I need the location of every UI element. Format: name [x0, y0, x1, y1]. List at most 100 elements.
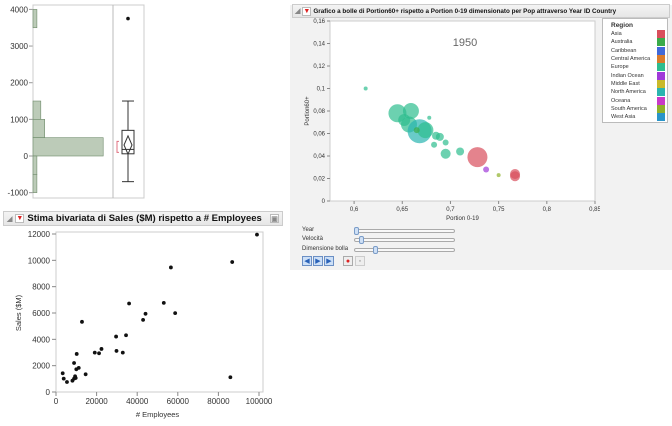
bubble-size-slider[interactable] [354, 246, 455, 254]
slider-thumb[interactable] [373, 246, 379, 254]
x-tick-label: 0 [54, 397, 59, 406]
y-tick-label: 2000 [10, 79, 28, 88]
legend-label: Australia [611, 39, 633, 46]
legend-item[interactable]: Middle East [611, 79, 667, 88]
legend-item[interactable]: West Asia [611, 113, 667, 122]
legend-swatch [657, 88, 665, 97]
histogram-bar [32, 9, 38, 29]
mean-diamond [123, 134, 133, 156]
data-point [230, 260, 235, 264]
legend-swatch [657, 96, 665, 105]
y-tick-label: 0,04 [313, 154, 325, 160]
legend-swatch [657, 63, 665, 72]
data-point [124, 333, 128, 338]
y-tick-label: 0 [322, 199, 326, 205]
step-forward-button[interactable]: ▶ [324, 256, 334, 266]
x-tick-label: 0,8 [543, 207, 552, 213]
collapse-triangle-icon[interactable]: ◢ [295, 8, 301, 15]
histogram-bar [32, 155, 38, 175]
legend-swatch [657, 55, 665, 64]
legend-label: Middle East [611, 80, 640, 87]
slider-thumb[interactable] [354, 227, 359, 235]
legend-label: Europe [611, 64, 629, 71]
y-tick-label: 3000 [10, 42, 28, 51]
step-back-button[interactable]: ◀ [302, 256, 312, 266]
y-tick-label: 4000 [10, 5, 28, 14]
y-tick-label: 0,12 [313, 64, 325, 70]
histogram-bar [32, 119, 45, 138]
bubble [427, 115, 432, 120]
data-point [97, 351, 101, 356]
slider-thumb[interactable] [358, 236, 364, 244]
data-point [60, 371, 65, 376]
bubble [431, 141, 438, 148]
x-tick-label: 20000 [85, 397, 108, 406]
year-display: 1950 [453, 37, 477, 49]
legend-label: Caribbean [611, 47, 637, 54]
data-point [65, 380, 69, 384]
legend-item[interactable]: Europe [611, 63, 667, 72]
legend-swatch [657, 30, 665, 39]
legend-item[interactable]: South America [611, 104, 667, 113]
data-point [141, 317, 145, 322]
y-axis-label: Portion60+ [305, 96, 311, 126]
legend-label: Asia [611, 31, 622, 38]
data-point [80, 319, 84, 324]
data-point [83, 372, 88, 377]
pin-icon[interactable]: ▣ [270, 214, 279, 223]
data-point [127, 301, 131, 306]
legend-item[interactable]: Central America [611, 55, 667, 64]
y-tick-label: -1000 [8, 189, 29, 198]
data-point [76, 366, 81, 370]
speed-label: Velocità [302, 236, 324, 242]
record-button[interactable]: ● [343, 256, 353, 266]
legend-item[interactable]: Australia [611, 38, 667, 47]
legend-swatch [657, 38, 665, 47]
y-tick-label: 0,14 [313, 42, 325, 48]
x-tick-label: 60000 [167, 397, 190, 406]
bivariate-chart: 0 20000 40000 60000 80000 100000 0 2000 4000 6000… [14, 230, 273, 419]
data-point [73, 376, 78, 380]
data-point [228, 375, 233, 380]
y-tick-label: 2000 [32, 362, 50, 371]
legend-item[interactable]: Indian Ocean [611, 71, 667, 80]
legend-swatch [657, 113, 665, 122]
red-triangle-menu-icon[interactable]: ▼ [302, 6, 312, 16]
bubble [496, 173, 501, 178]
bubble [440, 148, 451, 159]
data-point [92, 350, 97, 355]
legend-item[interactable]: Oceana [611, 96, 667, 105]
y-axis-label: Sales ($M) [14, 294, 23, 331]
box [121, 129, 135, 155]
speed-slider[interactable] [354, 236, 455, 244]
legend-swatch [657, 71, 665, 80]
x-tick-label: 0,65 [396, 207, 408, 213]
legend-item[interactable]: Asia [611, 30, 667, 39]
bubble [442, 139, 449, 146]
legend-label: Central America [611, 56, 651, 63]
legend-label: South America [611, 105, 647, 112]
legend-swatch [657, 104, 665, 113]
y-tick-label: 6000 [32, 309, 50, 318]
data-point [74, 352, 79, 356]
legend: Region Asia Australia Caribbean Central Ame… [602, 18, 668, 123]
bubble [456, 147, 465, 156]
red-triangle-menu-icon[interactable]: ▼ [15, 214, 25, 223]
legend-item[interactable]: Caribbean [611, 46, 667, 55]
bivariate-title: Stima bivariata di Sales ($M) rispetto a… [27, 213, 262, 224]
bubble-size-label: Dimensione bolla [302, 246, 349, 252]
data-point [173, 311, 178, 316]
x-tick-label: 40000 [126, 397, 149, 406]
bubble-chart: 1950 0,6 0,65 0,7 0,75 0,8 0,85 0 0,02 0,04 0,06 0,… [305, 19, 600, 222]
y-tick-label: 0,08 [313, 109, 325, 115]
x-axis-label: # Employees [136, 410, 180, 419]
year-label: Year [302, 227, 315, 233]
y-tick-label: 0,1 [317, 87, 326, 93]
collapse-triangle-icon[interactable]: ◢ [7, 215, 13, 223]
year-slider[interactable] [354, 227, 455, 235]
play-button[interactable]: ▶ [313, 256, 323, 266]
data-point [120, 350, 125, 355]
legend-item[interactable]: North America [611, 88, 667, 97]
x-tick-label: 100000 [246, 397, 273, 406]
save-button[interactable]: ▪ [355, 256, 365, 266]
